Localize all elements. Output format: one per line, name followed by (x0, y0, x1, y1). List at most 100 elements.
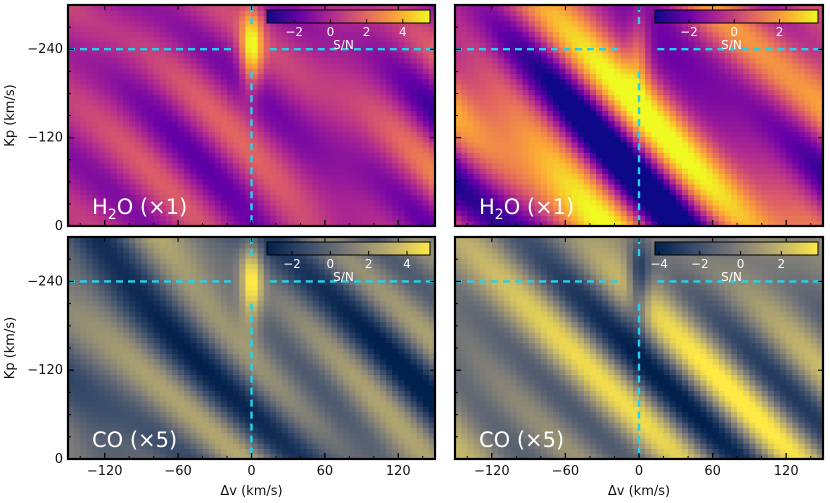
heatmap-cell (331, 136, 338, 143)
heatmap-cell (780, 57, 787, 64)
heatmap-cell (534, 126, 542, 132)
heatmap-cell (80, 83, 87, 90)
heatmap-cell (510, 83, 517, 90)
heatmap-cell (324, 168, 332, 174)
heatmap-cell (331, 104, 338, 111)
heatmap-cell (731, 199, 738, 206)
heatmap-cell (233, 41, 240, 48)
heatmap-cell (792, 110, 800, 117)
heatmap-cell (80, 204, 87, 211)
heatmap-cell (608, 215, 616, 222)
heatmap-cell (534, 31, 542, 38)
heatmap-cell (123, 131, 130, 138)
heatmap-cell (116, 20, 124, 27)
heatmap-cell (153, 5, 161, 11)
heatmap-cell (331, 178, 338, 185)
heatmap-cell (68, 31, 75, 38)
heatmap-cell (98, 162, 106, 169)
heatmap-cell (731, 78, 738, 85)
heatmap-cell (86, 89, 94, 96)
heatmap-cell (294, 26, 302, 32)
heatmap-cell (479, 15, 487, 22)
heatmap-cell (245, 110, 253, 117)
heatmap-cell (178, 78, 185, 85)
heatmap-cell (657, 26, 665, 32)
heatmap-cell (312, 99, 320, 106)
heatmap-cell (602, 57, 609, 64)
heatmap-cell (294, 152, 302, 159)
heatmap-cell (300, 26, 308, 32)
heatmap-cell (214, 136, 222, 143)
heatmap-cell (528, 5, 536, 11)
heatmap-cell (98, 189, 106, 196)
heatmap-cell (657, 73, 665, 80)
heatmap-cell (461, 147, 468, 153)
heatmap-cell (577, 5, 585, 11)
heatmap-cell (547, 189, 554, 196)
heatmap-cell (110, 152, 118, 159)
heatmap-cell (651, 199, 658, 206)
heatmap-cell (577, 15, 585, 22)
heatmap-cell (306, 36, 314, 43)
heatmap-cell (257, 199, 265, 206)
heatmap-cell (522, 78, 530, 85)
heatmap-cell (165, 199, 173, 206)
heatmap-cell (349, 194, 357, 201)
heatmap-cell (467, 83, 474, 90)
heatmap-cell (473, 141, 481, 148)
heatmap-cell (602, 10, 609, 17)
heatmap-cell (343, 89, 350, 96)
heatmap-cell (367, 162, 375, 169)
heatmap-cell (731, 83, 738, 90)
heatmap-cell (306, 168, 314, 174)
heatmap-cell (583, 210, 591, 217)
heatmap-cell (712, 220, 720, 226)
heatmap-cell (392, 147, 399, 153)
heatmap-cell (724, 31, 732, 38)
heatmap-cell (233, 78, 240, 85)
heatmap-cell (379, 31, 387, 38)
heatmap-cell (700, 104, 708, 111)
heatmap-cell (455, 204, 462, 211)
heatmap-cell (92, 10, 100, 17)
heatmap-cell (141, 189, 149, 196)
heatmap-cell (780, 199, 787, 206)
heatmap-cell (410, 199, 418, 206)
heatmap-cell (731, 141, 738, 148)
heatmap-cell (737, 41, 744, 48)
heatmap-cell (294, 199, 302, 206)
heatmap-cell (645, 136, 652, 143)
heatmap-cell (80, 57, 87, 64)
heatmap-cell (700, 215, 708, 222)
heatmap-cell (657, 136, 665, 143)
heatmap-cell (263, 189, 271, 196)
heatmap-cell (251, 215, 259, 222)
heatmap-cell (324, 26, 332, 32)
heatmap-cell (510, 36, 517, 43)
heatmap-cell (767, 73, 775, 80)
heatmap-cell (773, 210, 781, 217)
heatmap-cell (98, 78, 106, 85)
heatmap-cell (681, 31, 689, 38)
heatmap-cell (681, 62, 689, 69)
heatmap-cell (694, 136, 701, 143)
heatmap-cell (80, 194, 87, 201)
heatmap-cell (227, 183, 234, 190)
heatmap-cell (516, 162, 524, 169)
heatmap-cell (516, 115, 524, 122)
heatmap-cell (767, 215, 775, 222)
heatmap-cell (485, 47, 493, 53)
heatmap-cell (639, 41, 646, 48)
heatmap-cell (522, 47, 530, 53)
heatmap-cell (263, 94, 271, 101)
heatmap-cell (337, 73, 344, 80)
heatmap-cell (786, 94, 793, 101)
heatmap-cell (312, 147, 320, 153)
heatmap-cell (773, 147, 781, 153)
heatmap-cell (318, 26, 326, 32)
heatmap-cell (510, 141, 517, 148)
heatmap-cell (416, 131, 424, 138)
heatmap-cell (596, 199, 603, 206)
heatmap-cell (349, 173, 357, 180)
heatmap-cell (116, 78, 124, 85)
